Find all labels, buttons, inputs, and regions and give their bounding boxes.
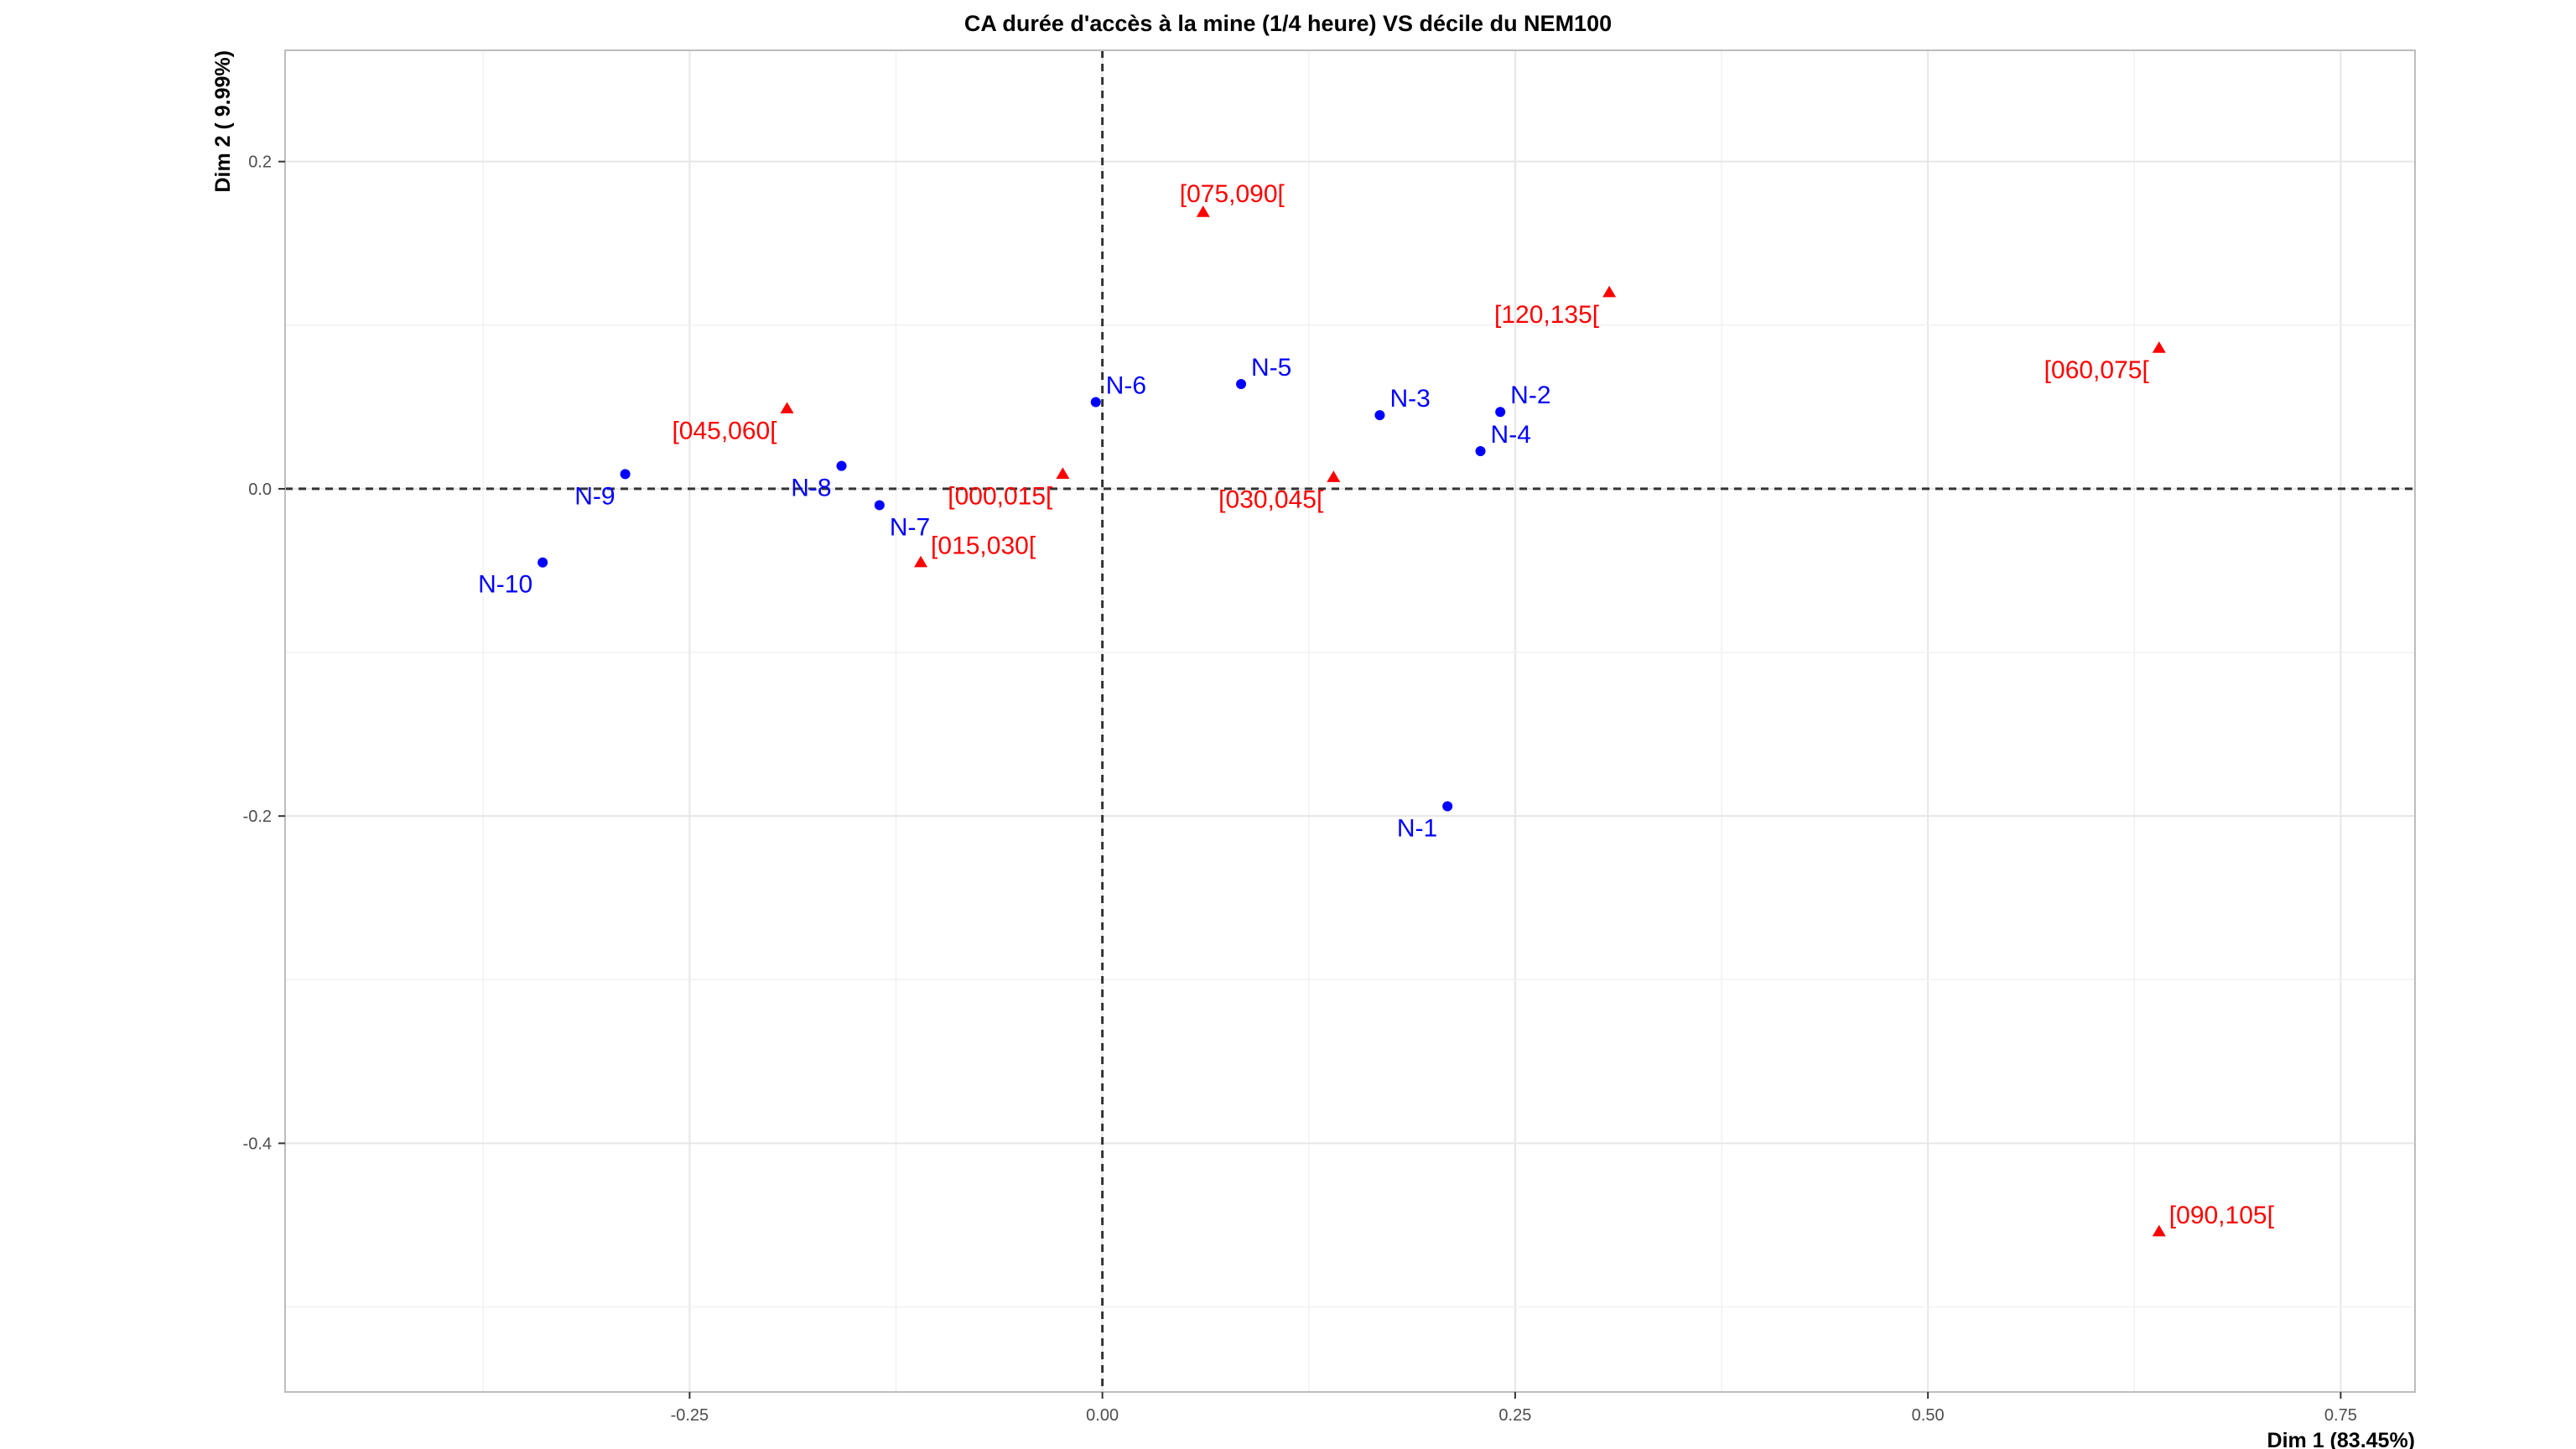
y-tick-label: -0.2 [243,808,272,826]
column-point-marker [2152,341,2166,353]
row-point-marker [1374,410,1385,421]
y-tick-label: 0.0 [248,480,272,499]
y-tick-label: 0.2 [248,153,272,172]
row-point-label: N-5 [1251,354,1291,382]
column-point-label: [120,135[ [1494,301,1600,329]
x-axis-title: Dim 1 (83.45%) [2267,1429,2415,1449]
data-points [538,205,2166,1237]
tick-labels: -0.25 0.00 0.25 0.50 0.75 0.2 0.0 -0.2 -0.4 [243,153,2357,1425]
column-point-marker [2152,1224,2166,1237]
column-point-label: [060,075[ [2044,356,2150,384]
panel-border [284,49,2416,1393]
row-point-label: N-1 [1397,814,1437,842]
row-point-label: N-4 [1491,421,1531,449]
row-point-marker [538,557,548,568]
row-point-label: N-7 [890,513,930,541]
row-point-label: N-8 [791,475,831,502]
x-tick-label: 0.75 [2324,1406,2357,1425]
row-point-marker [1236,379,1247,390]
row-point-marker [874,500,885,511]
column-point-label: [030,045[ [1218,486,1324,513]
row-point-marker [836,460,847,471]
x-tick-label: -0.25 [671,1406,709,1425]
x-tick-label: 0.50 [1912,1406,1945,1425]
column-point-label: [090,105[ [2169,1202,2275,1229]
point-labels: N-1 N-2 N-3 N-4 N-5 N-6 N-7 N-8 N-9 N-10 [000,015[… [478,180,2274,1229]
row-point-marker [1475,446,1486,457]
x-tick-label: 0.25 [1498,1406,1531,1425]
column-point-marker [1602,285,1617,298]
y-axis-title: Dim 2 ( 9.99%) [211,50,235,193]
row-point-label: N-10 [478,571,532,599]
reference-lines [285,50,2415,1392]
x-tick-label: 0.00 [1086,1406,1119,1425]
column-point-label: [075,090[ [1180,180,1285,208]
column-point-marker [1196,205,1210,217]
axes [278,49,2416,1399]
column-point-label: [045,060[ [672,417,777,444]
row-point-label: N-2 [1510,382,1550,409]
grid [285,50,2415,1392]
row-point-label: N-6 [1106,372,1146,400]
column-point-marker [780,402,794,413]
column-point-label: [015,030[ [931,532,1036,560]
chart-title: CA durée d'accès à la mine (1/4 heure) V… [964,11,1612,36]
column-point-marker [914,555,928,568]
row-point-marker [1495,407,1506,418]
column-point-marker [1327,470,1341,482]
row-point-label: N-3 [1389,385,1430,413]
row-point-marker [1442,801,1453,812]
row-point-label: N-9 [574,482,615,510]
column-point-marker [1056,467,1070,479]
row-point-marker [1090,397,1101,408]
y-tick-label: -0.4 [243,1135,272,1153]
column-point-label: [000,015[ [948,482,1053,510]
row-point-marker [620,469,631,480]
